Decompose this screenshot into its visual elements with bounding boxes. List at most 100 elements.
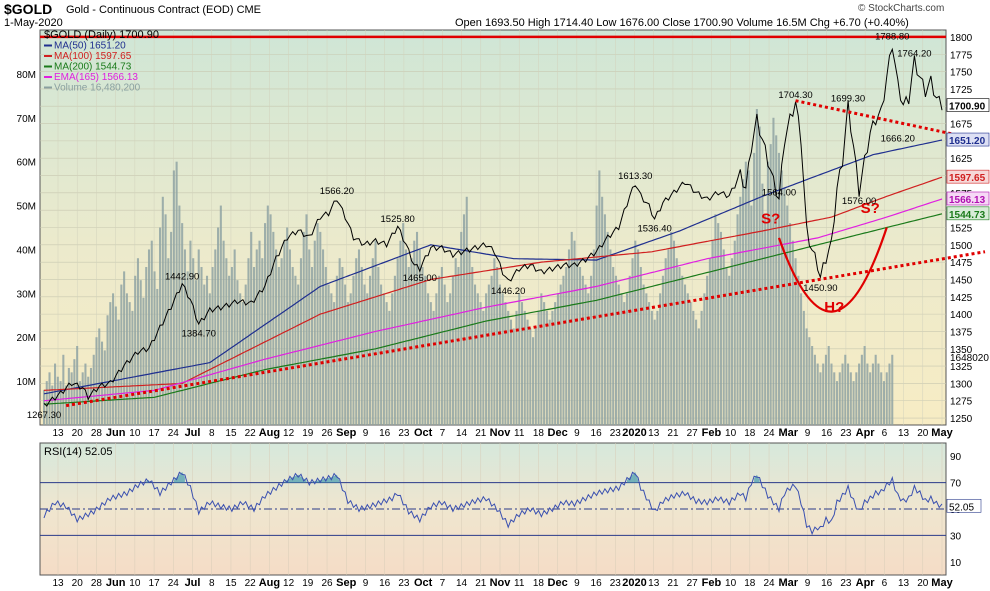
- volume-bar: [316, 223, 319, 425]
- volume-bar: [197, 249, 200, 425]
- volume-bar: [95, 337, 98, 425]
- price-point-label: 1536.40: [637, 224, 671, 235]
- rsi-tick-label: 90: [950, 452, 962, 463]
- volume-bar: [247, 258, 250, 425]
- volume-bar: [48, 372, 51, 425]
- volume-bar: [338, 258, 341, 425]
- volume-bar: [432, 310, 435, 425]
- volume-bar: [123, 271, 126, 425]
- rsi-title: RSI(14) 52.05: [44, 446, 112, 458]
- volume-bar: [598, 170, 601, 425]
- volume-bar: [684, 284, 687, 425]
- neckline-trendline: [795, 99, 986, 143]
- volume-bar: [147, 249, 151, 425]
- volume-bar: [816, 363, 819, 425]
- volume-bar: [275, 249, 278, 425]
- rsi-line: [43, 471, 943, 536]
- volume-bar: [487, 284, 490, 425]
- volume-bar: [860, 354, 863, 425]
- volume-bar: [360, 267, 363, 425]
- volume-bar: [764, 214, 767, 425]
- x-tick-label: 17: [149, 428, 161, 439]
- price-tick-label: 1775: [950, 50, 973, 61]
- volume-bar: [404, 249, 407, 425]
- volume-bar: [407, 267, 410, 425]
- volume-bar: [429, 302, 432, 425]
- chart-date: 1-May-2020: [4, 17, 63, 29]
- volume-bar: [689, 302, 692, 425]
- volume-latest-label: 1648020: [950, 353, 989, 364]
- volume-bar: [874, 354, 877, 425]
- price-point-label: 1267.30: [27, 410, 61, 421]
- rsi-x-tick-label: 9: [574, 578, 580, 589]
- volume-bar: [634, 240, 637, 425]
- volume-bar: [543, 302, 546, 425]
- volume-bar: [352, 275, 355, 425]
- x-tick-label: 18: [533, 428, 545, 439]
- volume-bar: [136, 258, 139, 425]
- volume-bar: [252, 267, 256, 425]
- volume-bar: [479, 302, 482, 425]
- value-tag-bg: [946, 98, 990, 112]
- x-tick-label: 8: [209, 428, 215, 439]
- rsi-x-tick-label: 17: [149, 578, 161, 589]
- volume-bar: [84, 363, 87, 425]
- volume-bar: [548, 319, 551, 425]
- volume-bar: [341, 267, 344, 425]
- price-point-label: 1576.00: [842, 196, 876, 207]
- ma50-line: [43, 139, 943, 395]
- rsi-x-tick-label: 20: [72, 578, 84, 589]
- rsi-x-tick-label: 13: [648, 578, 660, 589]
- volume-bar: [471, 267, 474, 425]
- rsi-x-tick-label: 16: [591, 578, 603, 589]
- rsi-x-tick-label: 24: [168, 578, 180, 589]
- x-tick-label: 13: [898, 428, 910, 439]
- volume-bar: [294, 275, 297, 425]
- volume-bar: [454, 258, 457, 425]
- price-point-label: 1566.20: [320, 186, 354, 197]
- rsi-x-tick-label: Sep: [336, 577, 356, 589]
- volume-bar: [739, 196, 742, 425]
- volume-bar: [645, 293, 648, 425]
- copyright-notice: © StockCharts.com: [858, 3, 945, 14]
- volume-bar: [250, 231, 253, 425]
- price-point-label: 1699.30: [831, 94, 865, 105]
- price-point-label: 1788.80: [875, 32, 909, 43]
- rsi-x-tick-label: 27: [687, 578, 699, 589]
- x-tick-label: 27: [687, 428, 699, 439]
- volume-bar: [700, 310, 703, 425]
- rsi-x-tick-label: 26: [321, 578, 333, 589]
- volume-bar: [664, 258, 667, 425]
- volume-bar: [333, 302, 336, 425]
- rsi-x-tick-label: Mar: [778, 577, 798, 589]
- volume-bar: [451, 275, 454, 425]
- x-tick-label: Apr: [856, 427, 876, 439]
- volume-tick-label: 30M: [17, 289, 36, 300]
- price-point-label: 1704.30: [778, 90, 812, 101]
- x-tick-label: 26: [321, 428, 333, 439]
- price-point-label: 1450.90: [803, 283, 837, 294]
- rsi-x-tick-label: 24: [763, 578, 775, 589]
- volume-bar: [208, 293, 211, 425]
- volume-bar: [211, 267, 214, 425]
- volume-bar: [592, 249, 595, 425]
- price-point-label: 1525.80: [381, 214, 415, 225]
- volume-bar: [871, 363, 874, 425]
- volume-bar: [391, 293, 394, 425]
- volume-bar: [449, 293, 452, 425]
- volume-bar: [457, 267, 460, 425]
- volume-bar: [623, 302, 626, 425]
- price-tick-label: 1475: [950, 258, 973, 269]
- volume-bar: [427, 293, 430, 425]
- volume-bar: [656, 310, 659, 425]
- volume-bar: [402, 223, 405, 425]
- volume-bar: [639, 267, 642, 425]
- volume-bar: [371, 258, 374, 425]
- volume-bar: [667, 249, 670, 425]
- volume-bar: [650, 310, 653, 425]
- x-tick-label: 13: [52, 428, 64, 439]
- rising-trendline: [65, 250, 986, 408]
- x-tick-label: 23: [610, 428, 622, 439]
- rsi-x-tick-label: 20: [917, 578, 929, 589]
- volume-bar: [601, 196, 604, 425]
